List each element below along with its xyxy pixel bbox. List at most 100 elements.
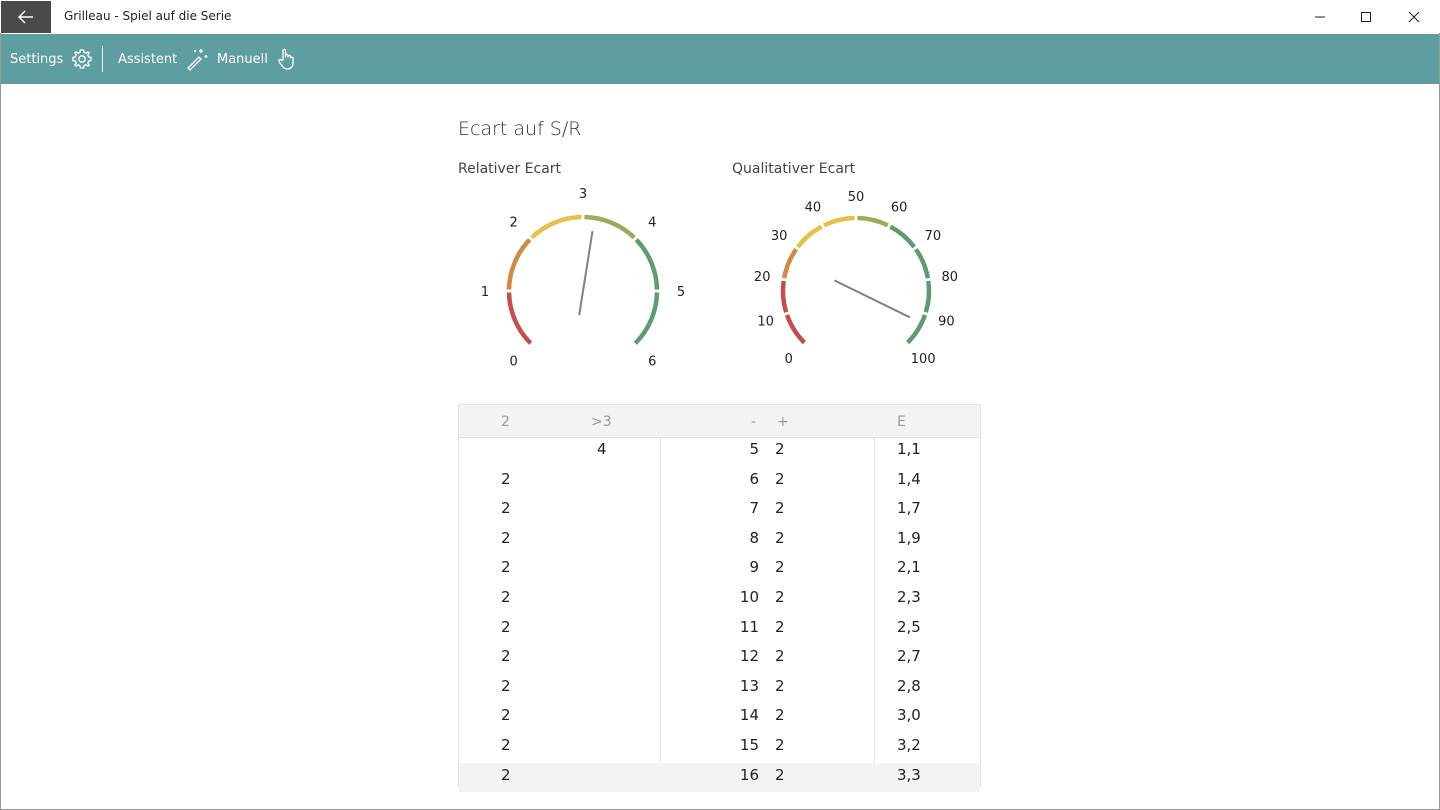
cell-col-plus: 2 [775,735,785,754]
relative-gauge-tick-label: 0 [510,354,518,369]
qualitative-gauge-arc-segment [857,215,889,228]
close-icon [1408,11,1420,23]
qualitative-gauge-arc-segment [823,215,855,228]
table-row[interactable]: 2 12 2 2,7 [459,644,980,674]
qualitative-gauge-tick-label: 100 [911,352,936,367]
cell-col-minus: 9 [749,558,759,577]
header-col-2: 2 [501,414,510,430]
assistent-button[interactable]: Assistent [118,34,209,84]
qualitative-gauge-needle [833,279,911,319]
table-row[interactable]: 2 10 2 2,3 [459,585,980,615]
qualitative-gauge-title: Qualitativer Ecart [732,161,856,177]
qualitative-gauge-arc-segment [913,247,931,279]
manuell-label: Manuell [217,51,268,67]
column-divider [660,437,661,786]
qualitative-gauge-arc-segment [781,247,799,279]
cell-col-minus: 15 [739,735,759,754]
title-bar: Grilleau - Spiel auf die Serie [0,0,1440,33]
command-bar: Settings Assistent Manuell [1,34,1439,84]
table-row[interactable]: 2 6 2 1,4 [459,467,980,497]
cell-col-plus: 2 [775,469,785,488]
relative-gauge-tick-label: 3 [579,187,587,202]
qualitative-gauge-tick-label: 90 [938,314,955,329]
qualitative-gauge-arc-segment [780,280,789,313]
header-col-minus: - [751,414,757,430]
cell-col-plus: 2 [775,558,785,577]
relative-gauge-arc-segment [634,238,660,290]
close-button[interactable] [1391,1,1437,33]
cell-col-gt3: 4 [597,440,607,458]
cell-col-plus: 2 [775,499,785,518]
header-col-gt3: >3 [591,414,612,430]
hand-pointer-icon [278,48,294,70]
maximize-button[interactable] [1343,1,1389,33]
table-row[interactable]: 2 16 2 3,3 [459,762,980,793]
qualitative-gauge-tick-label: 20 [754,270,771,285]
table-row[interactable]: 2 11 2 2,5 [459,615,980,645]
relative-gauge-title: Relativer Ecart [458,161,562,177]
relative-gauge-tick-label: 6 [648,354,656,369]
cell-col-minus: 8 [749,528,759,547]
relative-gauge-arc-segment [530,214,582,240]
relative-ecart-gauge: 0 1 2 3 4 5 6 [481,187,685,369]
qualitative-gauge-tick-label: 30 [771,229,788,244]
qualitative-gauge-tick-label: 50 [848,190,865,205]
relative-gauge-needle [578,230,594,316]
table-row[interactable]: 2 15 2 3,2 [459,733,980,763]
window-title: Grilleau - Spiel auf die Serie [64,9,232,23]
cell-col-e: 2,3 [897,587,921,606]
qualitative-gauge-arc-segment [795,224,823,249]
qualitative-gauge-tick-label: 80 [942,270,959,285]
qualitative-gauge-tick-label: 70 [925,229,942,244]
cell-col-minus: 6 [749,469,759,488]
settings-button[interactable]: Settings [10,34,93,84]
manuell-button[interactable]: Manuell [217,34,298,84]
cell-col-2: 2 [501,469,511,488]
relative-gauge-tick-label: 5 [677,285,685,300]
cell-col-2: 2 [501,558,511,577]
cell-col-minus: 7 [749,499,759,518]
table-row[interactable]: 4 5 2 1,1 [459,437,980,467]
cell-col-plus: 2 [775,706,785,725]
cell-col-minus: 16 [739,765,759,784]
minimize-button[interactable] [1297,1,1343,33]
cell-col-plus: 2 [775,440,785,458]
cell-col-e: 1,4 [897,469,921,488]
relative-gauge-arc-segment [633,292,660,345]
cell-col-e: 2,8 [897,676,921,695]
section-title: Ecart auf S/R [458,118,582,140]
cell-col-2: 2 [501,617,511,636]
cell-col-plus: 2 [775,528,785,547]
header-col-e: E [897,414,906,430]
cell-col-2: 2 [501,706,511,725]
table-row[interactable]: 2 14 2 3,0 [459,703,980,733]
gear-icon [72,49,92,69]
qualitative-gauge-tick-label: 0 [785,352,793,367]
minimize-icon [1315,16,1325,18]
table-row[interactable]: 2 9 2 2,1 [459,555,980,585]
cell-col-minus: 11 [739,617,759,636]
qualitative-gauge-arc-segment [905,314,928,345]
table-header: 2 >3 - + E [459,405,980,438]
ecart-table: 2 >3 - + E 4 5 2 1,1 2 6 2 1,4 2 7 2 1,7 2 8 2 1,9 2 9 2 2,… [458,404,981,793]
cell-col-minus: 14 [739,706,759,725]
cell-col-plus: 2 [775,647,785,666]
cell-col-minus: 10 [739,587,759,606]
cell-col-minus: 12 [739,647,759,666]
cell-col-2: 2 [501,528,511,547]
cell-col-2: 2 [501,587,511,606]
cell-col-e: 2,7 [897,647,921,666]
cell-col-2: 2 [501,676,511,695]
table-row[interactable]: 2 8 2 1,9 [459,526,980,556]
table-row[interactable]: 2 7 2 1,7 [459,496,980,526]
qualitative-ecart-gauge: 0 10 20 30 40 50 60 70 80 90 100 [754,190,959,367]
back-button[interactable] [1,1,51,33]
assistent-label: Assistent [118,51,178,67]
relative-gauge-tick-label: 4 [648,216,656,231]
table-row[interactable]: 2 13 2 2,8 [459,674,980,704]
cell-col-2: 2 [501,765,511,784]
cell-col-plus: 2 [775,765,785,784]
cell-col-minus: 13 [739,676,759,695]
back-arrow-icon [18,10,33,24]
toolbar-separator [102,46,103,72]
